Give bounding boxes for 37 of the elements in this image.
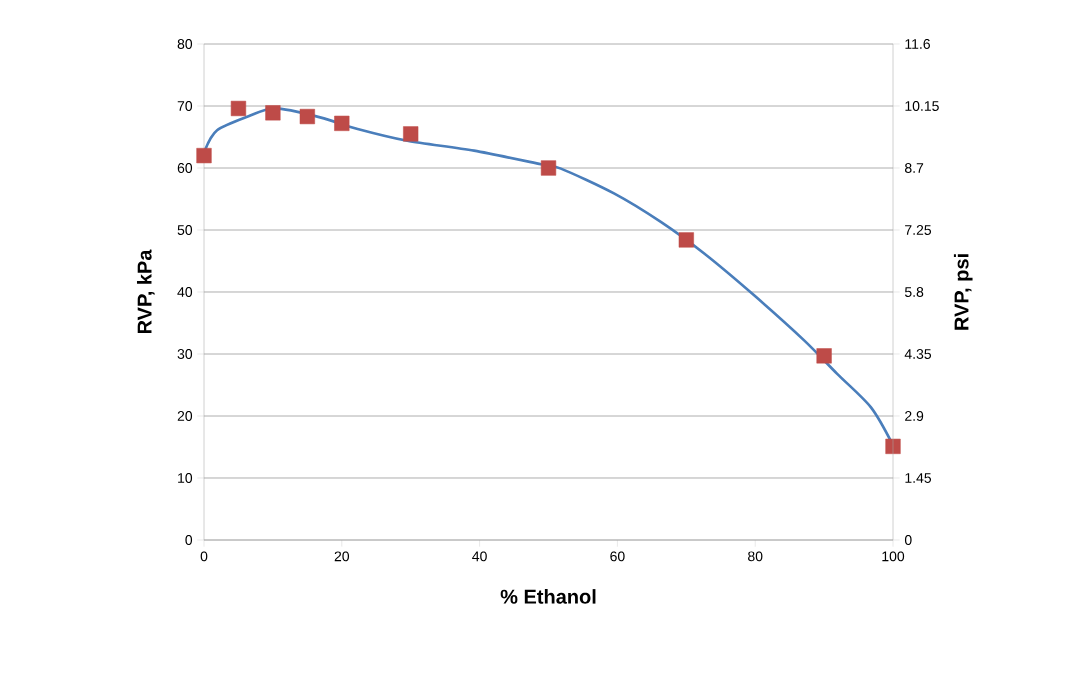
y-axis-title: RVP, kPa: [136, 249, 155, 334]
x-tick-label: 0: [200, 551, 208, 562]
y2-tick-label: 11.6: [905, 39, 930, 49]
point: [196, 148, 212, 164]
y2-tick-label: 7.25: [905, 225, 932, 235]
y-tick-label: 30: [177, 349, 193, 359]
point: [230, 100, 247, 117]
y-tick-label: 70: [177, 101, 193, 111]
y2-tick-label: 10.15: [905, 101, 939, 111]
y2-tick-label: 0: [904, 535, 912, 545]
point: [334, 115, 350, 131]
point: [678, 232, 694, 248]
y-tick-label: 10: [178, 473, 193, 483]
x-tick-label: 60: [610, 551, 625, 562]
y-tick-label: 0: [185, 535, 193, 545]
point: [816, 348, 832, 364]
y2-tick-label: 8.7: [904, 163, 924, 173]
y-tick-label: 40: [177, 287, 193, 297]
y2-axis-title: RVP, psi: [953, 254, 973, 330]
point: [885, 438, 901, 454]
y2-tick-label: 1.45: [905, 473, 932, 483]
x-tick-label: 20: [334, 551, 350, 562]
point: [299, 108, 315, 125]
y-tick-label: 60: [177, 163, 193, 173]
x-tick-label: 40: [472, 551, 487, 562]
y2-tick-label: 2.9: [905, 411, 924, 421]
x-tick-label: 100: [882, 551, 905, 562]
point: [265, 105, 281, 121]
y-tick-label: 50: [177, 225, 193, 235]
point: [403, 126, 419, 142]
x-axis-title: % Ethanol: [500, 589, 596, 604]
y2-tick-label: 5.8: [904, 287, 924, 297]
x-tick-label: 80: [748, 551, 763, 562]
y-tick-label: 20: [177, 411, 193, 421]
y-tick-label: 80: [177, 39, 193, 49]
y2-tick-label: 4.35: [904, 349, 932, 359]
point: [540, 160, 557, 176]
